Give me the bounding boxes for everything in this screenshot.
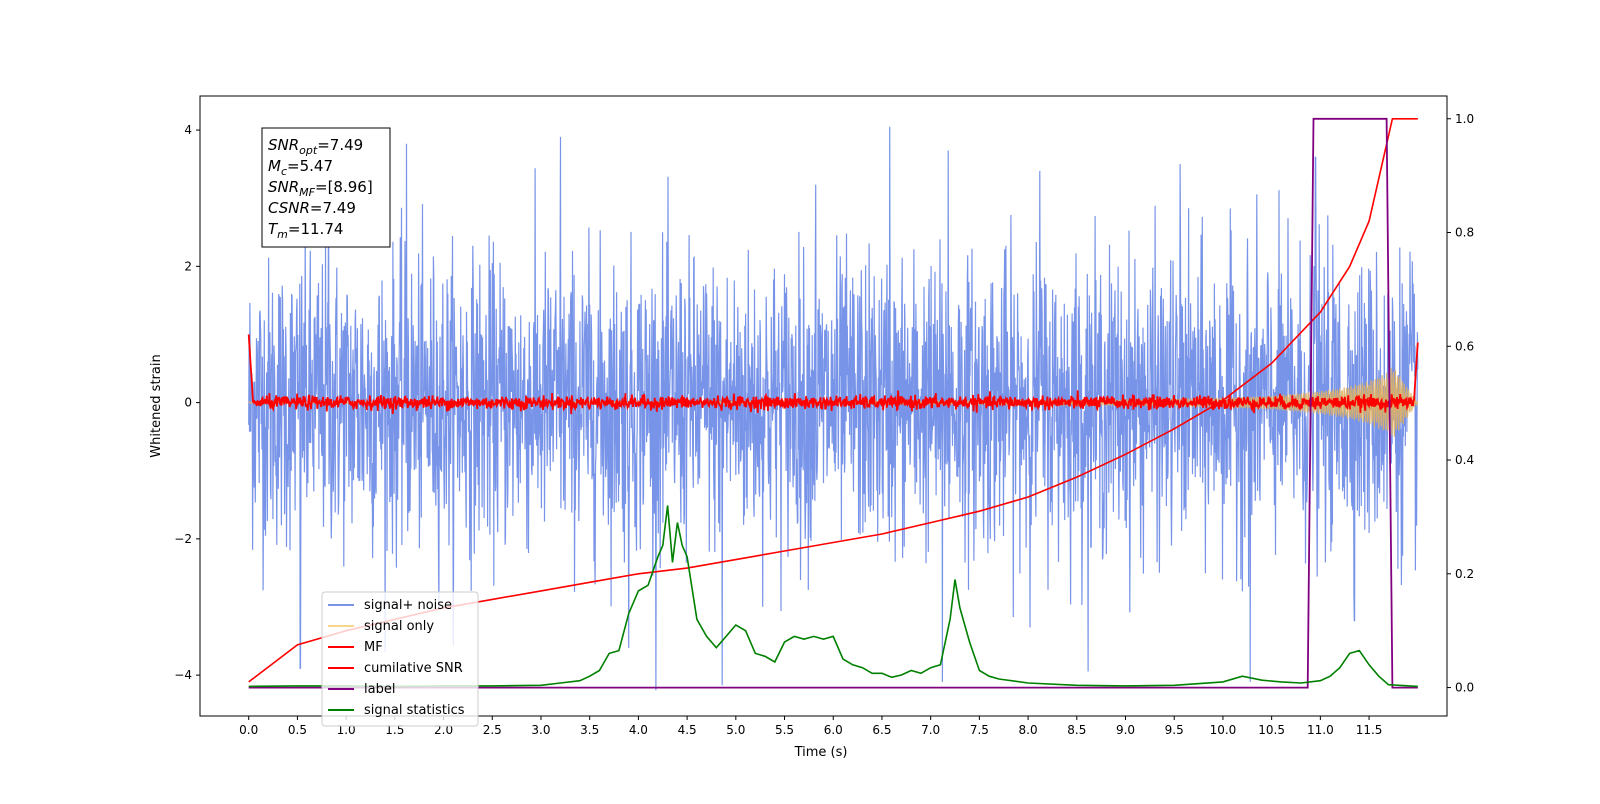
x-tick-label: 5.5	[775, 723, 794, 737]
y-tick-label-right: 0.2	[1455, 567, 1474, 581]
x-tick-label: 6.5	[872, 723, 891, 737]
annotation-line: Mc=5.47	[268, 157, 333, 178]
x-tick-label: 0.0	[239, 723, 258, 737]
y-tick-label-left: 2	[184, 259, 192, 273]
x-tick-label: 7.0	[921, 723, 940, 737]
x-tick-label: 11.0	[1307, 723, 1334, 737]
y-tick-label-left: 4	[184, 123, 192, 137]
y-axis-label: Whitened strain	[149, 354, 164, 457]
legend-label: signal statistics	[364, 703, 465, 718]
y-axis-left: −4 −2 0 2 4	[174, 123, 200, 682]
x-tick-label: 2.5	[483, 723, 502, 737]
x-tick-label: 4.0	[629, 723, 648, 737]
y-tick-label-right: 0.6	[1455, 339, 1474, 353]
annotation-line: SNRMF=[8.96]	[268, 178, 373, 199]
legend: signal+ noise signal only MF cumilative SNR…	[321, 591, 479, 727]
x-tick-label: 9.5	[1165, 723, 1184, 737]
x-tick-label: 7.5	[970, 723, 989, 737]
legend-frame	[321, 591, 479, 727]
annotation-line: Tm=11.74	[268, 220, 343, 241]
annotation-line: SNRopt=7.49	[268, 136, 363, 157]
x-tick-label: 8.0	[1019, 723, 1038, 737]
legend-label: label	[364, 682, 395, 697]
y-tick-label-left: −4	[174, 668, 192, 682]
annotation-line: CSNR=7.49	[268, 199, 356, 217]
plot-frame	[199, 95, 1448, 717]
legend-label: signal only	[364, 619, 434, 634]
x-tick-label: 10.0	[1210, 723, 1237, 737]
x-tick-label: 11.5	[1356, 723, 1383, 737]
legend-label: MF	[364, 640, 383, 655]
legend-label: signal+ noise	[364, 598, 452, 613]
y-tick-label-right: 0.8	[1455, 226, 1474, 240]
x-tick-label: 0.5	[288, 723, 307, 737]
annotation-frame	[261, 127, 391, 248]
x-tick-label: 4.5	[678, 723, 697, 737]
x-tick-label: 8.5	[1067, 723, 1086, 737]
x-tick-label: 3.5	[580, 723, 599, 737]
y-tick-label-left: 0	[184, 396, 192, 410]
y-tick-label-right: 1.0	[1455, 112, 1474, 126]
x-tick-label: 9.0	[1116, 723, 1135, 737]
y-tick-label-right: 0.0	[1455, 681, 1474, 695]
y-tick-label-right: 0.4	[1455, 453, 1474, 467]
legend-label: cumilative SNR	[364, 661, 463, 676]
y-axis-right: 0.0 0.2 0.4 0.6 0.8 1.0	[1447, 112, 1474, 695]
x-tick-label: 6.0	[824, 723, 843, 737]
series-signal-statistics	[248, 505, 1418, 688]
x-tick-label: 5.0	[726, 723, 745, 737]
x-tick-label: 3.0	[531, 723, 550, 737]
x-tick-label: 10.5	[1258, 723, 1285, 737]
y-tick-label-left: −2	[174, 532, 192, 546]
series-label	[248, 117, 1418, 689]
x-axis-label: Time (s)	[794, 745, 848, 760]
x-axis: 0.0 0.5 1.0 1.5 2.0 2.5 3.0 3.5 4.0 4.5 5.0 5.5 6.0 6…	[239, 716, 1382, 737]
